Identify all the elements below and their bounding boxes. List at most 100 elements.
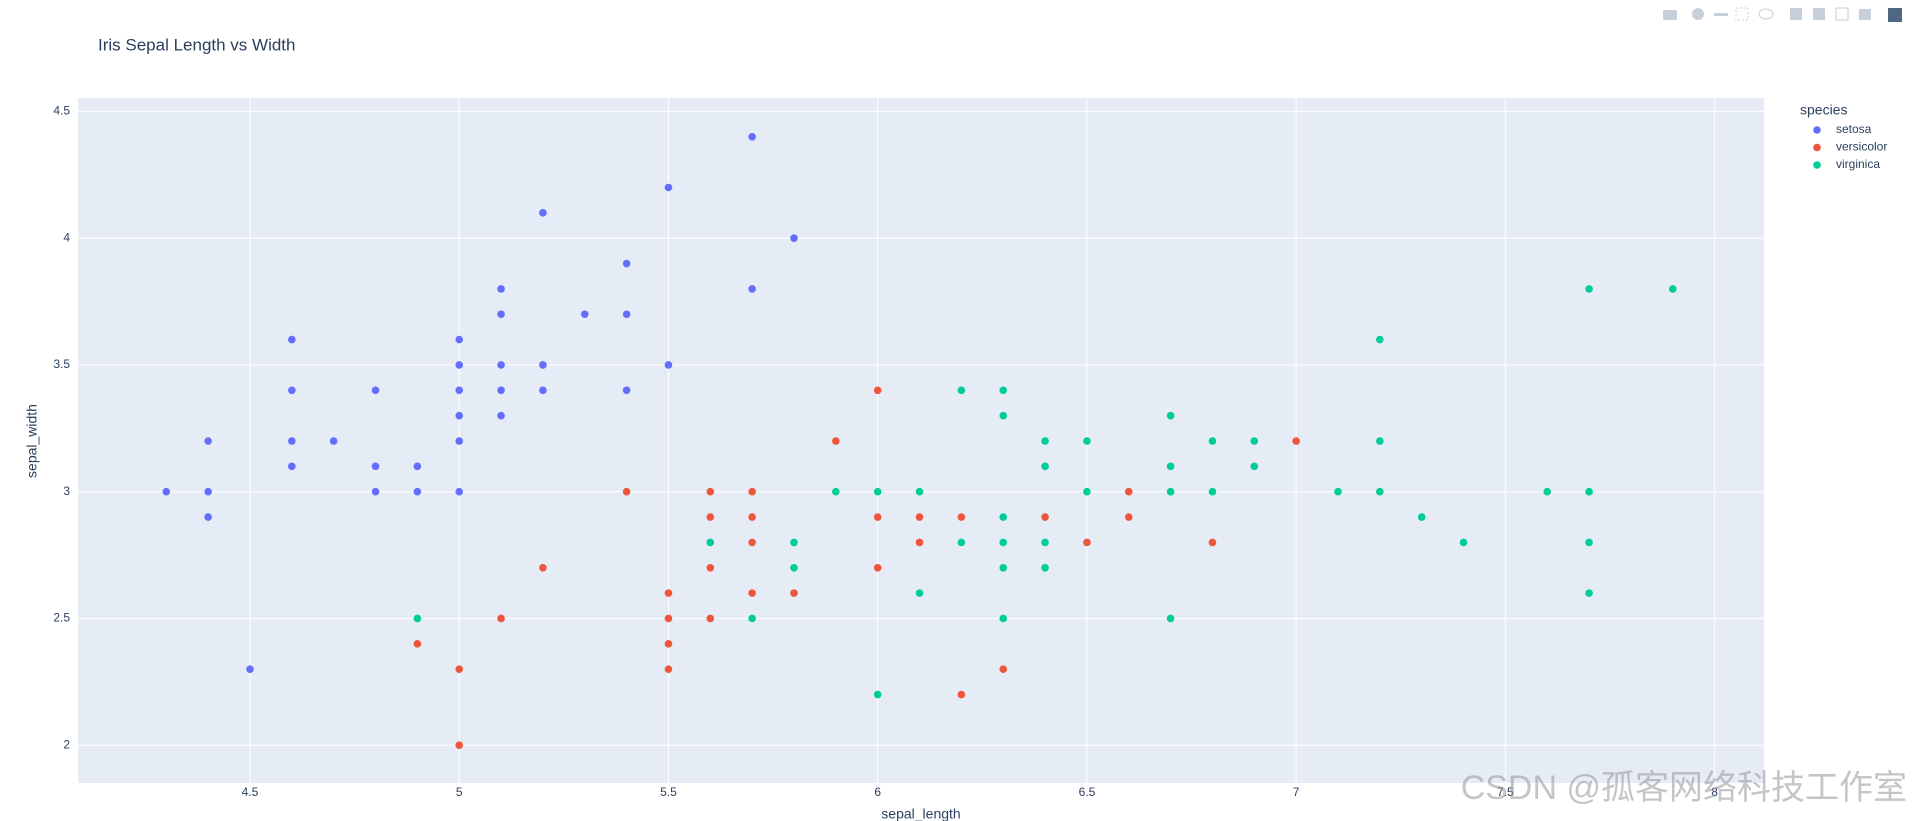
point [706,614,715,623]
point [1250,462,1259,471]
point [622,259,631,268]
point [1208,437,1217,445]
point [1585,589,1593,597]
point [288,437,296,445]
point [1083,538,1091,547]
point [873,487,882,496]
point [748,132,756,141]
point [162,487,171,496]
point [539,209,547,217]
x-tick-label: 8 [1711,785,1718,799]
point [455,741,464,750]
autoscale-icon[interactable] [1835,7,1849,21]
point [288,386,296,395]
point [915,589,924,597]
point [1124,487,1133,496]
point [790,538,798,547]
point [1208,538,1217,547]
point [873,690,882,699]
point [622,386,631,395]
point [413,614,422,623]
point [1124,513,1133,521]
box-select-icon[interactable] [1735,7,1749,21]
point [288,335,296,344]
point [497,411,505,420]
point [748,487,756,496]
point [664,614,673,623]
point [832,437,840,445]
point [371,386,380,395]
y-axis-title: sepal_width [24,404,40,478]
point [790,589,798,597]
point [455,411,464,420]
point [455,335,464,344]
point [957,513,966,521]
point [999,513,1008,521]
point [1208,487,1217,496]
point [1459,538,1468,547]
point [246,665,254,673]
pan-icon[interactable] [1714,13,1728,16]
zoom-in-icon[interactable] [1790,8,1802,20]
point [539,563,547,572]
point [622,310,631,319]
point [999,386,1008,395]
lasso-icon[interactable] [1758,8,1774,20]
legend-label[interactable]: setosa [1836,122,1872,136]
point [873,386,882,395]
x-tick-label: 6.5 [1079,785,1096,799]
legend-marker [1813,126,1821,134]
point [664,665,673,673]
point [1166,462,1175,471]
point [455,437,464,445]
camera-icon[interactable] [1663,10,1677,20]
point [539,386,547,395]
zoom-icon[interactable] [1692,8,1704,20]
point [329,437,338,445]
point [748,285,756,293]
point [915,487,924,496]
point [664,361,673,369]
y-tick-label: 3.5 [53,357,70,371]
chart-title: Iris Sepal Length vs Width [98,35,295,54]
watermark: CSDN @孤客网络科技工作室 [1461,769,1907,807]
point [1668,285,1677,293]
point [204,487,212,496]
point [1041,513,1049,521]
point [1292,437,1300,445]
point [873,563,882,572]
point [455,386,464,395]
point [539,361,547,369]
point [1250,437,1259,445]
point [1376,437,1384,445]
legend-label[interactable]: versicolor [1836,140,1887,154]
point [1166,487,1175,496]
point [622,487,631,496]
point [497,361,505,369]
point [413,487,422,496]
x-tick-label: 5 [456,785,463,799]
point [873,513,882,521]
legend-marker [1813,161,1821,169]
point [204,437,212,445]
plotly-logo[interactable] [1888,8,1902,22]
legend-label[interactable]: virginica [1836,157,1880,171]
point [371,462,380,471]
point [497,310,505,319]
point [832,487,840,496]
point [455,665,464,673]
point [1543,487,1552,496]
reset-icon[interactable] [1859,9,1871,20]
point [1376,487,1384,496]
zoom-out-icon[interactable] [1813,8,1825,20]
point [748,538,756,547]
point [999,411,1008,420]
modebar[interactable] [1663,7,1902,22]
point [999,614,1008,623]
point [664,183,673,192]
point [957,690,966,699]
point [1417,513,1426,521]
point [497,614,505,623]
legend-title: species [1800,102,1847,118]
